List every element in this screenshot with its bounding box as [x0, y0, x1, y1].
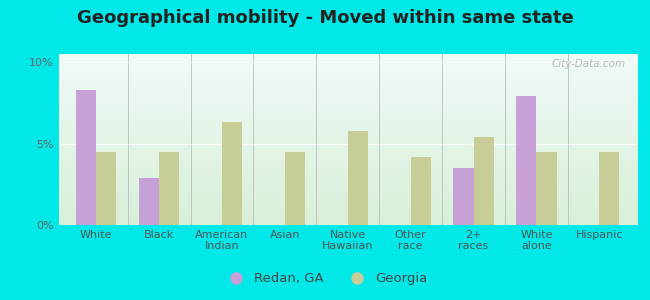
- Bar: [139, 178, 159, 225]
- Bar: [285, 152, 305, 225]
- Bar: [222, 122, 242, 225]
- Text: Geographical mobility - Moved within same state: Geographical mobility - Moved within sam…: [77, 9, 573, 27]
- Legend: Redan, GA, Georgia: Redan, GA, Georgia: [217, 267, 433, 290]
- Bar: [454, 168, 473, 225]
- Text: City-Data.com: City-Data.com: [551, 59, 625, 69]
- Bar: [76, 90, 96, 225]
- Bar: [536, 152, 556, 225]
- Bar: [411, 157, 431, 225]
- Bar: [473, 137, 493, 225]
- Bar: [599, 152, 619, 225]
- Bar: [348, 130, 368, 225]
- Bar: [96, 152, 116, 225]
- Bar: [159, 152, 179, 225]
- Bar: [516, 96, 536, 225]
